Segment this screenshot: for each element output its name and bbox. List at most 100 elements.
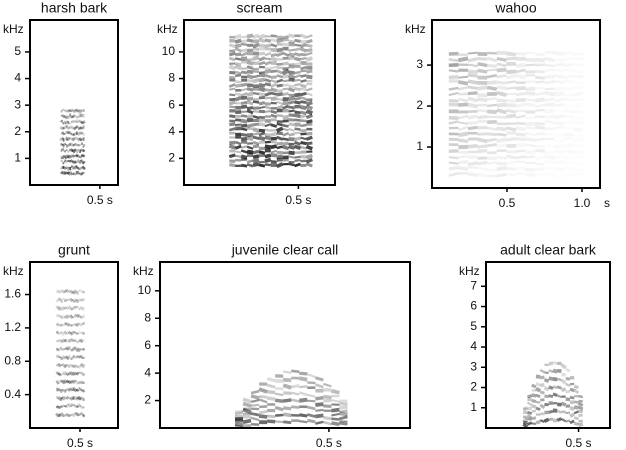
harmonic-stroke <box>554 146 564 147</box>
harmonic-stroke <box>234 47 242 53</box>
harmonic-stroke <box>81 363 86 369</box>
harmonic-stroke <box>467 102 479 109</box>
harmonic-stroke <box>228 43 236 49</box>
harmonic-stroke <box>276 47 284 53</box>
harmonic-stroke <box>235 52 242 57</box>
harmonic-stroke <box>57 388 62 392</box>
harmonic-stroke <box>73 298 78 303</box>
harmonic-stroke <box>270 87 278 93</box>
harmonic-stroke <box>82 148 86 153</box>
harmonic-stroke <box>270 69 277 73</box>
harmonic-stroke <box>246 74 254 80</box>
harmonic-stroke <box>554 169 564 170</box>
harmonic-stroke <box>496 90 507 98</box>
harmonic-stroke <box>70 115 74 119</box>
harmonic-stroke <box>67 379 72 385</box>
harmonic-stroke <box>67 171 73 176</box>
harmonic-stroke <box>63 109 67 112</box>
harmonic-stroke <box>241 114 248 118</box>
harmonic-stroke <box>554 70 564 72</box>
harmonic-stroke <box>458 155 469 159</box>
harmonic-stroke <box>75 331 80 336</box>
harmonic-stroke <box>554 74 565 79</box>
harmonic-stroke <box>506 92 517 96</box>
harmonic-stroke <box>246 58 254 62</box>
harmonic-stroke <box>554 80 565 84</box>
plot-frame <box>485 261 611 429</box>
harmonic-stroke <box>477 114 488 120</box>
harmonic-stroke <box>574 129 584 130</box>
harmonic-stroke <box>569 395 575 400</box>
harmonic-stroke <box>496 155 507 160</box>
harmonic-stroke <box>240 132 248 137</box>
harmonic-stroke <box>63 355 68 360</box>
harmonic-stroke <box>506 162 516 164</box>
harmonic-stroke <box>78 119 83 124</box>
harmonic-stroke <box>564 168 574 169</box>
harmonic-stroke <box>81 160 86 165</box>
harmonic-stroke <box>477 166 488 171</box>
harmonic-stroke <box>258 128 266 133</box>
harmonic-stroke <box>68 108 72 113</box>
harmonic-stroke <box>506 126 517 132</box>
harmonic-stroke <box>291 369 300 374</box>
harmonic-stroke <box>63 364 68 369</box>
harmonic-stroke <box>300 39 307 44</box>
harmonic-stroke <box>552 385 558 390</box>
harmonic-stroke <box>242 407 252 415</box>
harmonic-stroke <box>448 120 459 125</box>
harmonic-stroke <box>564 110 574 113</box>
y-tick-label: 1.2 <box>4 320 21 334</box>
harmonic-stroke <box>63 330 68 335</box>
harmonic-stroke <box>234 417 244 420</box>
harmonic-stroke <box>564 81 574 82</box>
x-tick-label: 0.5 s <box>316 436 342 450</box>
harmonic-stroke <box>65 412 70 417</box>
harmonic-stroke <box>80 137 84 142</box>
harmonic-stroke <box>544 63 555 67</box>
harmonic-stroke <box>57 314 61 318</box>
plot-frame <box>183 19 336 186</box>
harmonic-stroke <box>61 404 65 408</box>
harmonic-stroke <box>270 56 278 62</box>
harmonic-stroke <box>282 92 289 97</box>
harmonic-stroke <box>63 298 68 303</box>
y-tick-label: 6 <box>470 299 477 313</box>
harmonic-stroke <box>57 363 61 368</box>
harmonic-stroke <box>300 57 307 61</box>
harmonic-stroke <box>522 406 529 411</box>
harmonic-stroke <box>288 62 295 66</box>
harmonic-stroke <box>535 419 541 425</box>
harmonic-stroke <box>264 157 272 164</box>
harmonic-stroke <box>73 172 77 176</box>
harmonic-stroke <box>531 416 537 421</box>
harmonic-stroke <box>282 115 289 120</box>
harmonic-stroke <box>573 75 584 79</box>
harmonic-stroke <box>80 171 84 176</box>
harmonic-stroke <box>548 385 554 391</box>
harmonic-stroke <box>525 126 536 130</box>
harmonic-stroke <box>258 135 266 142</box>
harmonic-stroke <box>496 108 507 115</box>
harmonic-stroke <box>252 154 260 160</box>
harmonic-stroke <box>264 133 272 137</box>
harmonic-stroke <box>535 69 545 74</box>
harmonic-stroke <box>65 339 70 343</box>
harmonic-stroke <box>564 64 574 66</box>
harmonic-stroke <box>59 396 63 402</box>
harmonic-stroke <box>62 121 65 125</box>
harmonic-stroke <box>270 149 278 154</box>
harmonic-stroke <box>299 42 308 49</box>
harmonic-stroke <box>258 398 268 404</box>
harmonic-stroke <box>235 57 242 61</box>
harmonic-stroke <box>276 69 284 75</box>
spectrogram-texture <box>522 360 584 429</box>
harmonic-stroke <box>77 126 80 131</box>
harmonic-stroke <box>79 388 84 392</box>
harmonic-stroke <box>554 114 565 120</box>
harmonic-stroke <box>78 155 82 159</box>
harmonic-stroke <box>229 114 236 119</box>
harmonic-stroke <box>246 60 254 66</box>
y-tick-label: 3 <box>14 97 21 111</box>
y-axis-label: kHz <box>3 264 24 278</box>
